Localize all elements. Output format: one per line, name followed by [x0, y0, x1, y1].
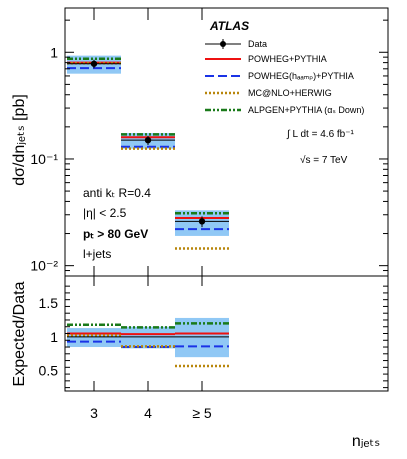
ratio-prediction-series: [67, 322, 229, 368]
selection-channel: l+jets: [83, 247, 111, 261]
selection-eta-cut: |η| < 2.5: [83, 206, 127, 220]
energy-label: √s = 7 TeV: [300, 154, 348, 166]
legend-entry-mcatnlo-herwig: MC@NLO+HERWIG: [205, 88, 332, 98]
selection-jet-algo: anti kₜ R=0.4: [83, 186, 151, 200]
top-ytick-label-0: 1: [50, 44, 58, 60]
legend-entry-data: Data: [205, 39, 267, 49]
xtick-label-0: 3: [90, 405, 98, 421]
data-point-bin-0: [90, 60, 98, 67]
top-ytick-label-2: 10⁻²: [30, 258, 58, 274]
atlas-label: ATLAS: [209, 19, 249, 33]
legend: ATLAS Data POWHEG+PYTHIA POWHEG(hₐₐₘₚ)+P…: [205, 19, 364, 115]
luminosity-label: ∫ L dt = 4.6 fb⁻¹: [286, 129, 355, 140]
ratio-ytick-label-2: 1.5: [39, 295, 59, 311]
legend-label-data: Data: [248, 39, 267, 49]
legend-entry-powheg-pythia: POWHEG+PYTHIA: [205, 54, 327, 64]
selection-pt-cut: pₜ > 80 GeV: [83, 227, 148, 241]
x-axis-label: nⱼₑₜₛ: [352, 433, 380, 450]
data-point-bin-1: [144, 136, 152, 144]
top-y-axis-label: dσ/dnⱼₑₜₛ [pb]: [11, 94, 28, 186]
xtick-label-1: 4: [144, 405, 152, 421]
ratio-band-bin-1: [121, 326, 175, 349]
ratio-ytick-label-0: 0.5: [39, 363, 59, 379]
ratio-band-bin-0: [67, 328, 121, 348]
data-point-bin-2: [198, 218, 206, 225]
legend-entry-alpgen-pythia: ALPGEN+PYTHIA (αₛ Down): [205, 105, 364, 115]
ratio-y-axis-label: Expected/Data: [11, 281, 28, 386]
legend-label-powheg-pythia: POWHEG+PYTHIA: [248, 54, 327, 64]
legend-entry-powheg-hdamp: POWHEG(hₐₐₘₚ)+PYTHIA: [205, 71, 354, 81]
legend-label-alpgen-pythia: ALPGEN+PYTHIA (αₛ Down): [248, 105, 364, 115]
ratio-ytick-label-1: 1: [50, 329, 58, 345]
legend-label-powheg-hdamp: POWHEG(hₐₐₘₚ)+PYTHIA: [248, 71, 354, 81]
legend-label-mcatnlo-herwig: MC@NLO+HERWIG: [248, 88, 332, 98]
top-data-points: [67, 59, 229, 228]
legend-data-marker: [220, 41, 226, 47]
xtick-label-2: ≥ 5: [192, 405, 212, 421]
axes-ticks: 1 10⁻¹ 10⁻² 0.5 1 1.5 3 4 ≥ 5: [30, 8, 388, 421]
top-ytick-label-1: 10⁻¹: [30, 151, 58, 167]
